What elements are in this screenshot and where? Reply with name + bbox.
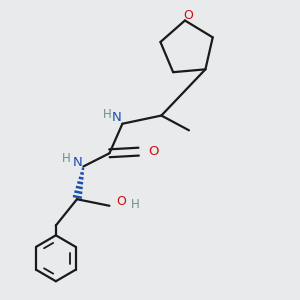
Text: O: O [183,9,193,22]
Text: O: O [148,145,159,158]
Text: O: O [117,195,126,208]
Text: N: N [112,111,122,124]
Text: H: H [130,198,139,211]
Text: N: N [73,156,82,169]
Text: H: H [103,108,111,121]
Text: H: H [62,152,71,165]
